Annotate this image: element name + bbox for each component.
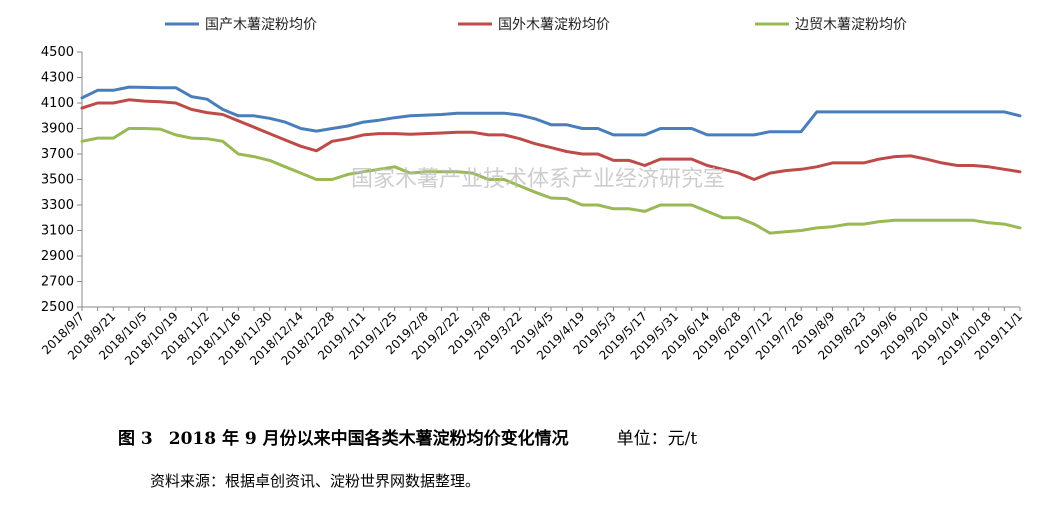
series-line-2	[80, 98, 1022, 181]
legend-label: 边贸木薯淀粉均价	[795, 17, 907, 33]
legend-item-2: 国外木薯淀粉均价	[458, 17, 610, 33]
y-tick-label: 4100	[41, 96, 74, 111]
legend-item-1: 国产木薯淀粉均价	[165, 17, 317, 33]
x-axis: 2018/9/72018/9/212018/10/52018/10/192018…	[39, 306, 1025, 368]
figure-caption: 图 3 2018 年 9 月份以来中国各类木薯淀粉均价变化情况 单位：元/t	[118, 424, 697, 449]
chart-legend: 国产木薯淀粉均价 国外木薯淀粉均价 边贸木薯淀粉均价	[165, 17, 907, 33]
y-tick-label: 2700	[41, 275, 74, 290]
y-tick-label: 3300	[41, 198, 74, 213]
y-tick-label: 3900	[41, 122, 74, 137]
legend-label: 国外木薯淀粉均价	[498, 17, 610, 33]
series-line-1	[80, 85, 1022, 137]
y-tick-label: 2500	[41, 300, 74, 315]
y-tick-label: 3100	[41, 224, 74, 239]
figure-number: 图 3	[118, 429, 153, 449]
y-tick-label: 2900	[41, 249, 74, 264]
series-lines	[80, 85, 1022, 235]
watermark: 国家木薯产业技术体系产业经济研究室	[351, 167, 725, 192]
legend-label: 国产木薯淀粉均价	[205, 17, 317, 33]
y-tick-label: 4300	[41, 71, 74, 86]
source-note: 资料来源：根据卓创资讯、淀粉世界网数据整理。	[150, 472, 481, 490]
unit-label: 单位：元/t	[616, 429, 698, 449]
figure-title: 2018 年 9 月份以来中国各类木薯淀粉均价变化情况	[168, 429, 569, 449]
line-chart: 国产木薯淀粉均价 国外木薯淀粉均价 边贸木薯淀粉均价 2500 2700 2900 310…	[39, 17, 1025, 368]
y-tick-label: 3500	[41, 173, 74, 188]
y-axis: 2500 2700 2900 3100 3300 3500 3700 3900 4100 4300…	[41, 45, 83, 315]
y-tick-label: 4500	[41, 45, 74, 60]
series-line-3	[80, 127, 1022, 235]
y-tick-label: 3700	[41, 147, 74, 162]
legend-item-3: 边贸木薯淀粉均价	[755, 17, 907, 33]
